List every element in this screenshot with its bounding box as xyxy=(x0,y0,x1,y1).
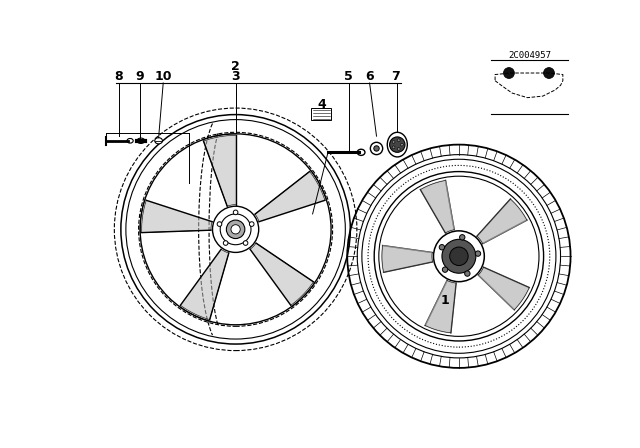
Circle shape xyxy=(433,231,484,282)
Circle shape xyxy=(227,220,245,238)
Text: 2: 2 xyxy=(231,60,240,73)
Polygon shape xyxy=(204,135,236,206)
Circle shape xyxy=(465,271,470,276)
Text: 5: 5 xyxy=(344,70,353,83)
Circle shape xyxy=(460,235,465,240)
Polygon shape xyxy=(478,267,529,310)
Circle shape xyxy=(392,146,395,149)
Circle shape xyxy=(401,143,403,146)
Circle shape xyxy=(397,139,400,142)
Ellipse shape xyxy=(371,142,383,155)
Polygon shape xyxy=(250,243,314,306)
Circle shape xyxy=(234,210,238,215)
Text: 10: 10 xyxy=(154,70,172,83)
Ellipse shape xyxy=(155,138,163,144)
Circle shape xyxy=(223,241,228,246)
Circle shape xyxy=(231,225,240,234)
Polygon shape xyxy=(255,172,325,222)
Polygon shape xyxy=(420,181,454,233)
Text: 6: 6 xyxy=(365,70,374,83)
Circle shape xyxy=(442,239,476,273)
Circle shape xyxy=(442,267,448,272)
Text: 9: 9 xyxy=(136,70,145,83)
Circle shape xyxy=(504,68,515,78)
Polygon shape xyxy=(477,199,527,244)
Circle shape xyxy=(543,68,554,78)
Text: 2C004957: 2C004957 xyxy=(508,51,551,60)
Circle shape xyxy=(390,137,405,152)
Bar xyxy=(311,108,331,120)
Circle shape xyxy=(217,222,222,226)
Text: 4: 4 xyxy=(317,98,326,111)
Circle shape xyxy=(250,222,254,226)
Polygon shape xyxy=(425,280,456,333)
Circle shape xyxy=(476,251,481,256)
Text: 7: 7 xyxy=(392,70,400,83)
Ellipse shape xyxy=(387,132,407,157)
Polygon shape xyxy=(382,246,433,272)
Circle shape xyxy=(212,206,259,252)
Ellipse shape xyxy=(374,146,380,151)
Circle shape xyxy=(392,141,395,143)
Ellipse shape xyxy=(127,138,133,143)
Circle shape xyxy=(439,245,445,250)
Polygon shape xyxy=(180,249,229,319)
Text: 8: 8 xyxy=(115,70,123,83)
Polygon shape xyxy=(141,200,212,233)
Text: 3: 3 xyxy=(231,70,240,83)
Circle shape xyxy=(397,148,400,151)
Ellipse shape xyxy=(374,172,543,341)
Circle shape xyxy=(243,241,248,246)
Ellipse shape xyxy=(137,138,145,143)
Ellipse shape xyxy=(357,149,365,155)
Circle shape xyxy=(450,247,468,266)
Text: 1: 1 xyxy=(441,293,449,307)
